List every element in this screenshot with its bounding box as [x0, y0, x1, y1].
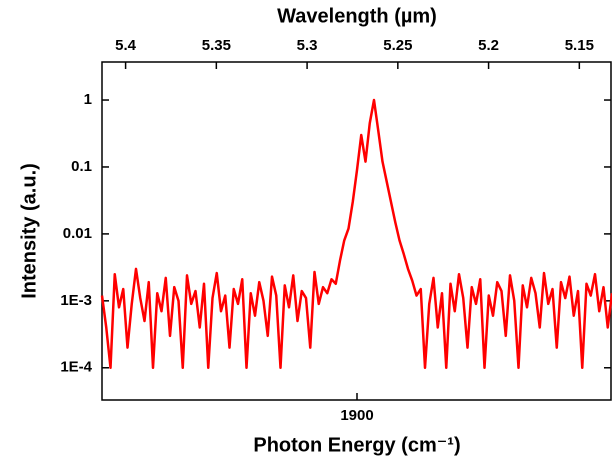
top-tick-label: 5.15: [565, 37, 594, 54]
x-tick-label: 1900: [340, 407, 373, 424]
top-tick-label: 5.2: [478, 37, 499, 54]
plot-frame: [101, 61, 612, 401]
top-tick-label: 5.35: [202, 37, 231, 54]
top-tick-label: 5.25: [383, 37, 412, 54]
top-tick-label: 5.3: [297, 37, 318, 54]
y-axis-title: Intensity (a.u.): [18, 163, 40, 299]
y-tick-label: 1: [84, 91, 92, 108]
y-tick-label: 0.1: [71, 158, 92, 175]
top-axis-title: Wavelength (µm): [277, 5, 437, 27]
x-axis-title: Photon Energy (cm⁻¹): [253, 434, 460, 456]
y-tick-label: 1E-4: [60, 359, 92, 376]
data-line: [100, 98, 612, 370]
top-tick-label: 5.4: [115, 37, 137, 54]
y-tick-label: 1E-3: [60, 292, 92, 309]
y-tick-label: 0.01: [63, 225, 92, 242]
